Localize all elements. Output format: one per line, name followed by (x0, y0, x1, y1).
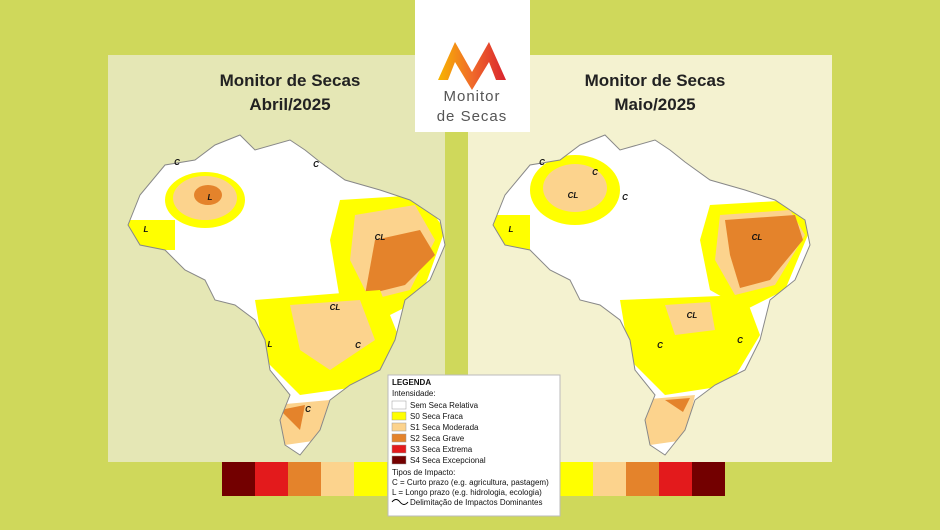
impact-label: L (208, 193, 213, 202)
legend-label: S0 Seca Fraca (410, 412, 463, 421)
legend-label: C = Curto prazo (e.g. agricultura, pasta… (392, 478, 549, 487)
legend-heading: Tipos de Impacto: (392, 468, 455, 477)
impact-label: C (355, 341, 361, 350)
legend-label: S2 Seca Grave (410, 434, 465, 443)
drought-areas (128, 172, 445, 445)
legend-label: L = Longo prazo (e.g. hidrologia, ecolog… (392, 488, 542, 497)
legend-swatch (391, 422, 407, 432)
color-strip (222, 462, 725, 496)
legend-label: S1 Seca Moderada (410, 423, 479, 432)
strip-swatch (321, 462, 354, 496)
legend-title: LEGENDA (392, 378, 431, 387)
map-may: Monitor de Secas Maio/2025 C C CL C L CL… (492, 71, 811, 456)
impact-label: C (305, 405, 311, 414)
legend: LEGENDA Intensidade: Sem Seca Relativa S0… (387, 374, 561, 517)
legend-line (391, 499, 409, 505)
impact-label: L (144, 225, 149, 234)
impact-label: C (592, 168, 598, 177)
strip-swatch (288, 462, 321, 496)
legend-label: Delimitação de Impactos Dominantes (410, 498, 543, 507)
impact-label: CL (752, 233, 763, 242)
legend-swatch (391, 433, 407, 443)
impact-label: L (268, 340, 273, 349)
legend-heading: Intensidade: (392, 389, 436, 398)
strip-swatch (255, 462, 288, 496)
logo-mark (438, 42, 506, 90)
impact-label: C (622, 193, 628, 202)
legend-label: Sem Seca Relativa (410, 401, 479, 410)
strip-swatch (659, 462, 692, 496)
impact-label: CL (687, 311, 698, 320)
legend-swatch (391, 455, 407, 465)
legend-label: S3 Seca Extrema (410, 445, 473, 454)
strip-swatch (222, 462, 255, 496)
map-title: Maio/2025 (614, 95, 695, 114)
legend-label: S4 Seca Excepcional (410, 456, 486, 465)
legend-swatch (391, 411, 407, 421)
logo-box (415, 0, 530, 132)
strip-swatch (560, 462, 593, 496)
legend-box (387, 374, 561, 517)
map-title: Monitor de Secas (220, 71, 361, 90)
impact-label: C (313, 160, 319, 169)
legend-swatch (391, 444, 407, 454)
impact-label: CL (375, 233, 386, 242)
impact-label: C (539, 158, 545, 167)
map-april: Monitor de Secas Abril/2025 C C L L CL C… (127, 71, 446, 456)
logo-text: Monitor (443, 88, 500, 105)
strip-swatch (354, 462, 387, 496)
impact-label: C (657, 341, 663, 350)
impact-label: C (174, 158, 180, 167)
strip-swatch (692, 462, 725, 496)
logo-text: de Secas (437, 108, 508, 125)
impact-label: CL (330, 303, 341, 312)
map-title: Monitor de Secas (585, 71, 726, 90)
map-title: Abril/2025 (249, 95, 330, 114)
impact-label: C (737, 336, 743, 345)
impact-label: CL (568, 191, 579, 200)
impact-label: L (509, 225, 514, 234)
strip-swatch (593, 462, 626, 496)
drought-areas (493, 155, 810, 445)
legend-swatch (391, 400, 407, 410)
strip-swatch (626, 462, 659, 496)
